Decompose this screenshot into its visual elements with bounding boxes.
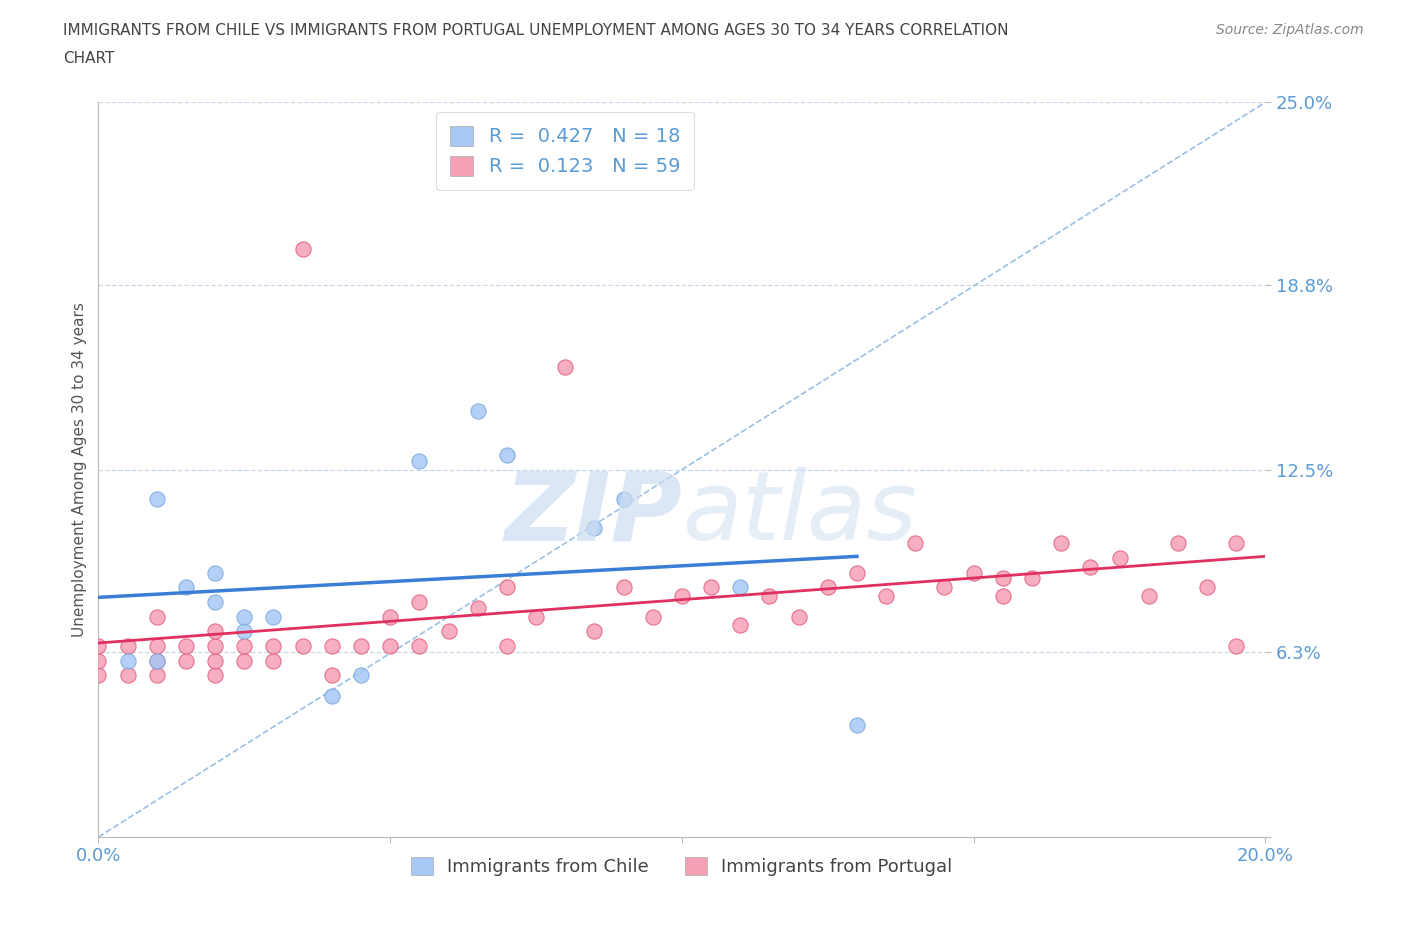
Point — [233, 609, 256, 624]
Text: atlas: atlas — [682, 467, 917, 560]
Point — [991, 571, 1014, 586]
Point — [700, 579, 723, 594]
Point — [87, 639, 110, 654]
Point — [904, 536, 927, 551]
Text: ZIP: ZIP — [503, 467, 682, 560]
Point — [583, 521, 606, 536]
Point — [233, 653, 256, 668]
Point — [117, 653, 139, 668]
Point — [467, 404, 489, 418]
Point — [146, 492, 169, 507]
Point — [1080, 559, 1102, 574]
Point — [1050, 536, 1073, 551]
Point — [408, 454, 430, 469]
Point — [467, 601, 489, 616]
Point — [817, 579, 839, 594]
Point — [350, 668, 373, 683]
Point — [496, 639, 519, 654]
Point — [991, 589, 1014, 604]
Point — [146, 639, 169, 654]
Point — [204, 639, 226, 654]
Point — [408, 639, 430, 654]
Point — [146, 668, 169, 683]
Point — [612, 579, 634, 594]
Point — [262, 609, 284, 624]
Point — [1225, 536, 1247, 551]
Point — [291, 639, 314, 654]
Point — [117, 668, 139, 683]
Point — [583, 624, 606, 639]
Point — [204, 624, 226, 639]
Text: Source: ZipAtlas.com: Source: ZipAtlas.com — [1216, 23, 1364, 37]
Point — [321, 639, 343, 654]
Point — [554, 359, 576, 374]
Point — [612, 492, 634, 507]
Point — [350, 639, 373, 654]
Point — [321, 688, 343, 703]
Point — [875, 589, 897, 604]
Point — [174, 579, 197, 594]
Point — [174, 653, 197, 668]
Point — [204, 653, 226, 668]
Point — [87, 668, 110, 683]
Y-axis label: Unemployment Among Ages 30 to 34 years: Unemployment Among Ages 30 to 34 years — [72, 302, 87, 637]
Point — [962, 565, 984, 580]
Point — [1167, 536, 1189, 551]
Point — [1108, 551, 1130, 565]
Point — [671, 589, 693, 604]
Point — [730, 579, 752, 594]
Text: CHART: CHART — [63, 51, 115, 66]
Point — [174, 639, 197, 654]
Point — [204, 565, 226, 580]
Point — [1021, 571, 1043, 586]
Point — [1225, 639, 1247, 654]
Point — [641, 609, 664, 624]
Point — [437, 624, 460, 639]
Point — [496, 447, 519, 462]
Point — [846, 565, 869, 580]
Text: IMMIGRANTS FROM CHILE VS IMMIGRANTS FROM PORTUGAL UNEMPLOYMENT AMONG AGES 30 TO : IMMIGRANTS FROM CHILE VS IMMIGRANTS FROM… — [63, 23, 1008, 38]
Point — [262, 639, 284, 654]
Point — [262, 653, 284, 668]
Point — [233, 639, 256, 654]
Point — [1137, 589, 1160, 604]
Point — [787, 609, 810, 624]
Point — [934, 579, 956, 594]
Point — [117, 639, 139, 654]
Point — [380, 609, 402, 624]
Point — [524, 609, 547, 624]
Legend: Immigrants from Chile, Immigrants from Portugal: Immigrants from Chile, Immigrants from P… — [404, 849, 960, 884]
Point — [291, 242, 314, 257]
Point — [146, 653, 169, 668]
Point — [730, 618, 752, 632]
Point — [146, 653, 169, 668]
Point — [204, 668, 226, 683]
Point — [496, 579, 519, 594]
Point — [204, 594, 226, 609]
Point — [846, 718, 869, 733]
Point — [146, 609, 169, 624]
Point — [87, 653, 110, 668]
Point — [1195, 579, 1218, 594]
Point — [233, 624, 256, 639]
Point — [380, 639, 402, 654]
Point — [321, 668, 343, 683]
Point — [408, 594, 430, 609]
Point — [758, 589, 780, 604]
